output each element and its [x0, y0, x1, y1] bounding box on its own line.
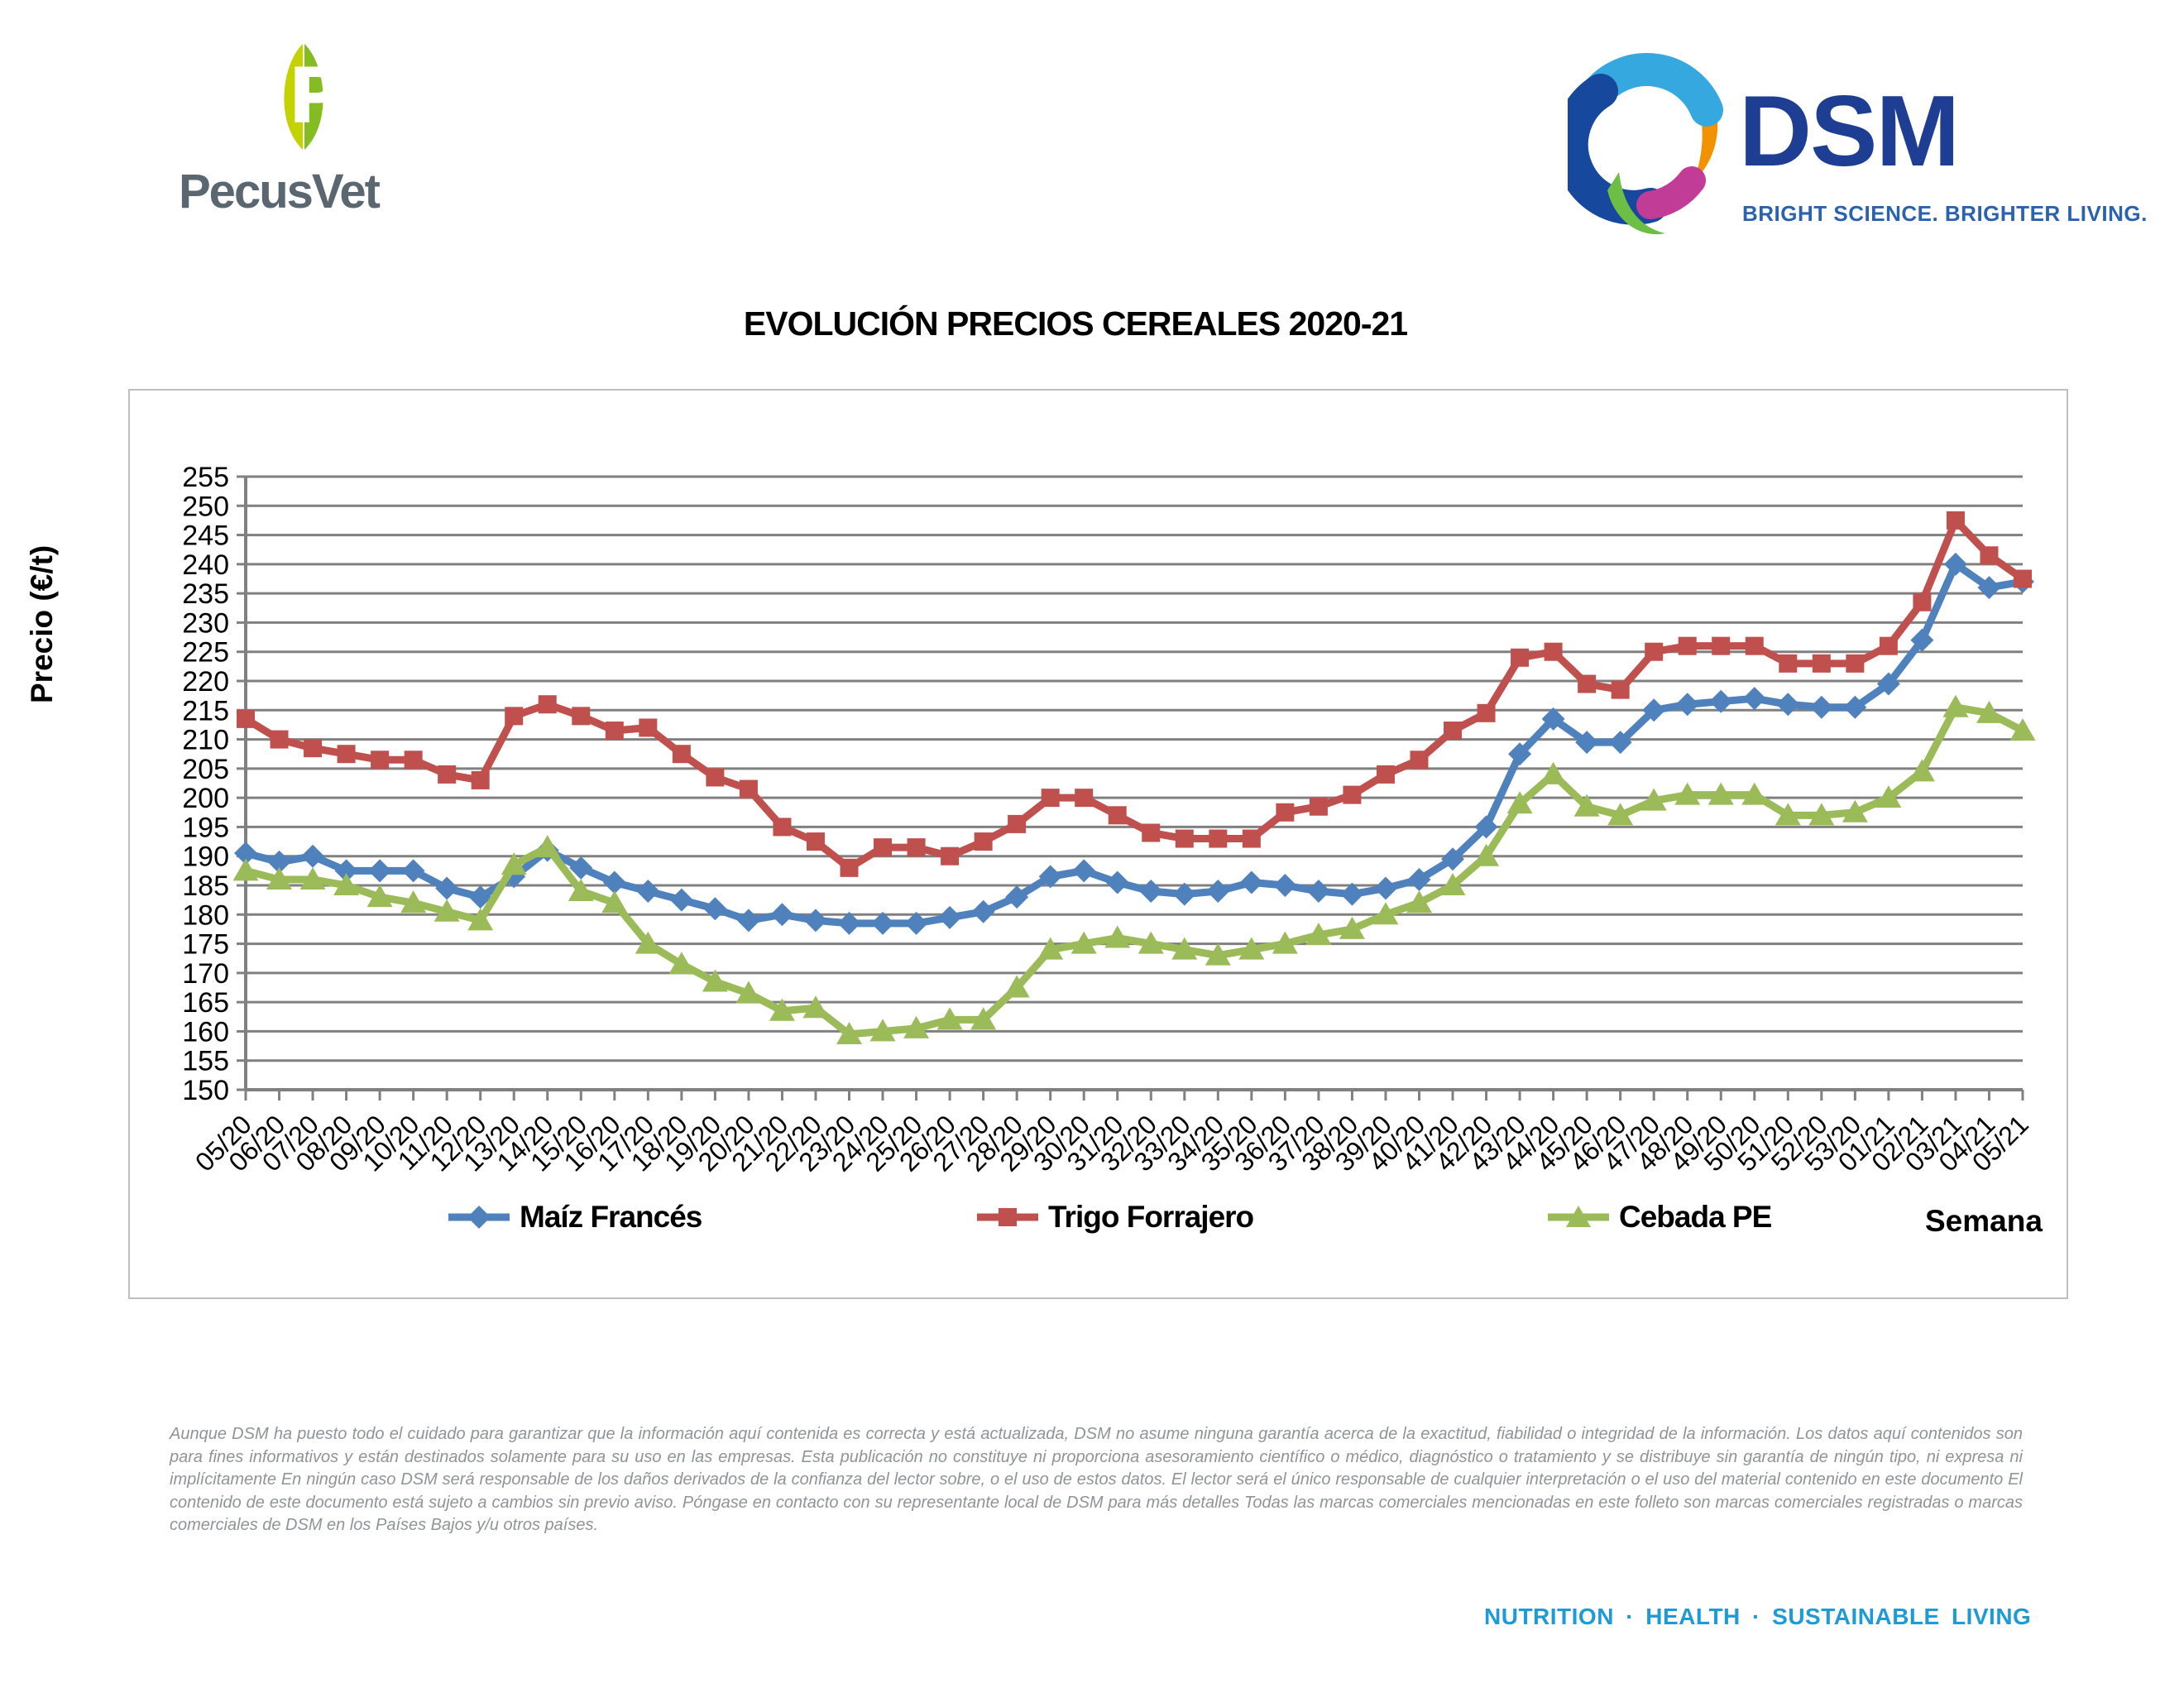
svg-text:160: 160	[182, 1016, 229, 1048]
svg-text:150: 150	[182, 1075, 229, 1106]
svg-text:165: 165	[182, 987, 229, 1019]
cebada-triangle-icon	[1548, 1206, 1609, 1227]
svg-text:170: 170	[182, 958, 229, 990]
disclaimer-text: Aunque DSM ha puesto todo el cuidado par…	[170, 1425, 2023, 1534]
legend-label: Maíz Francés	[520, 1200, 702, 1234]
svg-text:190: 190	[182, 842, 229, 873]
pecusvet-wordmark: PecusVet	[179, 165, 381, 218]
price-evolution-chart: 150 155 160 165 170 175 180 185 190 195 200 205 210 2…	[128, 389, 2068, 1299]
pecusvet-logo: P	[266, 41, 343, 154]
dsm-bottom-tagline: NUTRITION · HEALTH · SUSTAINABLE LIVING	[1484, 1604, 2032, 1629]
svg-text:255: 255	[182, 462, 229, 493]
legend-label: Cebada PE	[1619, 1200, 1772, 1234]
svg-text:220: 220	[182, 666, 229, 698]
trigo-square-icon	[977, 1208, 1038, 1226]
svg-text:235: 235	[182, 578, 229, 610]
y-axis-title: Precio (€/t)	[25, 544, 59, 703]
svg-text:175: 175	[182, 929, 229, 961]
dsm-logo-icon	[1553, 48, 1737, 242]
svg-text:P: P	[288, 52, 341, 141]
dsm-tagline: BRIGHT SCIENCE. BRIGHTER LIVING.	[1742, 201, 2148, 226]
legend-item-cebada-pe: Cebada PE	[1546, 1200, 1772, 1235]
maiz-diamond-icon	[448, 1206, 510, 1229]
dsm-wordmark: DSM	[1739, 74, 1960, 187]
svg-text:215: 215	[182, 695, 229, 727]
legend-item-trigo-forrajero: Trigo Forrajero	[975, 1200, 1254, 1235]
svg-text:200: 200	[182, 783, 229, 814]
svg-text:240: 240	[182, 549, 229, 581]
svg-text:155: 155	[182, 1046, 229, 1077]
svg-text:245: 245	[182, 520, 229, 552]
svg-text:250: 250	[182, 491, 229, 522]
svg-text:180: 180	[182, 899, 229, 931]
svg-text:195: 195	[182, 812, 229, 843]
svg-text:185: 185	[182, 870, 229, 902]
svg-text:210: 210	[182, 725, 229, 756]
svg-text:225: 225	[182, 637, 229, 669]
x-axis-title: Semana	[1925, 1204, 2043, 1238]
svg-text:230: 230	[182, 607, 229, 639]
chart-title: EVOLUCIÓN PRECIOS CEREALES 2020-21	[743, 305, 1408, 343]
svg-text:205: 205	[182, 754, 229, 785]
pecusvet-leaf-icon: P	[284, 44, 343, 150]
chart-plot-area: 1501551601651701751801851901952002052102…	[182, 462, 2036, 1177]
legend-item-maiz-frances: Maíz Francés	[447, 1200, 702, 1235]
legend-label: Trigo Forrajero	[1048, 1200, 1254, 1234]
